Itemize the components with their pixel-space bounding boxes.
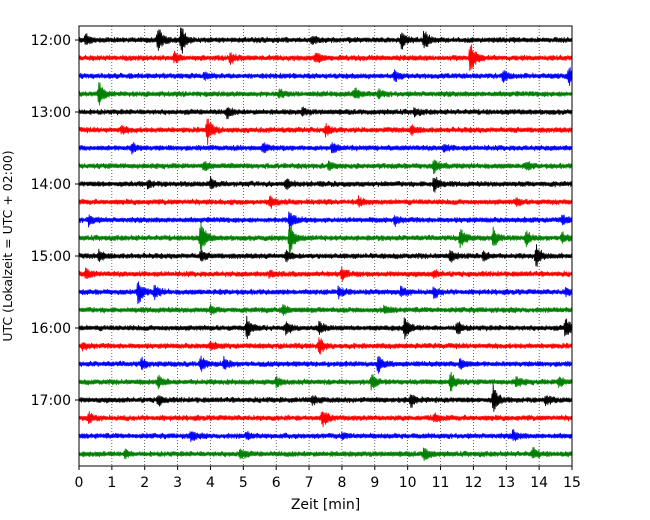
y-tick-label-1700: 17:00 — [31, 393, 71, 409]
y-tick-label-1300: 13:00 — [31, 105, 71, 121]
y-axis-label: UTC (Lokalzeit = UTC + 02:00) — [0, 150, 15, 341]
x-tick-label-8: 8 — [337, 475, 346, 491]
trace-1630 — [78, 355, 573, 374]
x-axis-label: Zeit [min] — [291, 497, 360, 513]
trace-1330 — [78, 142, 573, 155]
grid — [111, 26, 540, 466]
trace-1700 — [78, 384, 573, 412]
x-tick-label-4: 4 — [206, 475, 215, 491]
trace-1415 — [78, 195, 573, 209]
trace-1445 — [78, 221, 573, 256]
y-tick-label-1600: 16:00 — [31, 321, 71, 337]
trace-1345 — [78, 159, 573, 175]
trace-1215 — [78, 44, 573, 71]
trace-1300 — [78, 106, 573, 120]
x-tick-label-1: 1 — [107, 475, 116, 491]
trace-1500 — [78, 243, 573, 267]
trace-1730 — [78, 428, 573, 443]
trace-1530 — [78, 281, 573, 305]
trace-1400 — [78, 175, 573, 193]
x-tick-label-9: 9 — [370, 475, 379, 491]
trace-1745 — [78, 446, 573, 462]
x-tick-label-3: 3 — [173, 475, 182, 491]
trace-1230 — [78, 67, 573, 86]
trace-1430 — [78, 211, 573, 233]
trace-1545 — [78, 303, 573, 316]
y-tick-label-1500: 15:00 — [31, 249, 71, 265]
trace-1600 — [78, 315, 573, 340]
trace-1715 — [78, 411, 573, 428]
x-tick-label-6: 6 — [272, 475, 281, 491]
x-tick-label-7: 7 — [305, 475, 314, 491]
trace-1615 — [78, 337, 573, 355]
x-tick-label-10: 10 — [399, 475, 417, 491]
x-tick-label-11: 11 — [432, 475, 450, 491]
axis-ticks: 0 1 2 3 4 5 6 7 8 9 10 11 12 13 14 1512:0013:0014:0015:… — [31, 33, 581, 491]
x-tick-label-0: 0 — [75, 475, 84, 491]
trace-1315 — [78, 118, 573, 146]
trace-1645 — [78, 371, 573, 392]
x-tick-label-12: 12 — [464, 475, 482, 491]
y-tick-label-1200: 12:00 — [31, 33, 71, 49]
trace-1515 — [78, 266, 573, 282]
plot-frame — [78, 25, 573, 467]
y-tick-label-1400: 14:00 — [31, 177, 71, 193]
x-tick-label-14: 14 — [530, 475, 548, 491]
trace-1200 — [78, 27, 573, 54]
seismic-traces — [78, 27, 573, 462]
x-tick-label-5: 5 — [239, 475, 248, 491]
trace-1245 — [78, 82, 573, 106]
x-tick-label-13: 13 — [497, 475, 515, 491]
x-tick-label-2: 2 — [140, 475, 149, 491]
x-tick-label-15: 15 — [563, 475, 581, 491]
